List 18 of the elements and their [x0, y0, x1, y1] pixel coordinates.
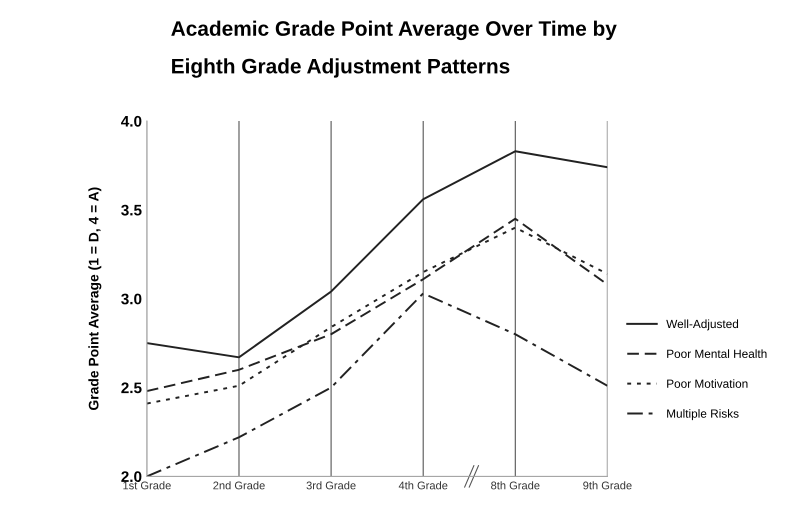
- y-tick-label: 2.0: [121, 471, 142, 482]
- x-tick-label: 3rd Grade: [306, 481, 356, 490]
- chart-title: Academic Grade Point Average Over Time by Eighth Grade Adjustment Patterns: [171, 20, 617, 78]
- x-tick-label: 2nd Grade: [213, 481, 265, 490]
- line-series: [146, 150, 608, 358]
- legend-label: Poor Mental Health: [667, 349, 766, 358]
- legend-label: Poor Motivation: [667, 379, 748, 388]
- y-tick-label: 3.5: [121, 204, 142, 216]
- x-tick-label: 4th Grade: [398, 481, 448, 490]
- x-tick-label: 8th Grade: [491, 481, 540, 490]
- legend-label: Multiple Risks: [667, 409, 739, 420]
- x-tick-label: 1st Grade: [123, 481, 171, 490]
- x-tick-label: 9th Grade: [583, 481, 632, 490]
- legend-label: Well-Adjusted: [666, 319, 738, 330]
- y-tick-label: 2.5: [121, 382, 142, 394]
- y-tick-label: 4.0: [121, 116, 142, 127]
- y-tick-label: 3.0: [121, 294, 142, 304]
- y-axis-title: Grade Point Average (1 = D, 4 = A): [88, 187, 102, 410]
